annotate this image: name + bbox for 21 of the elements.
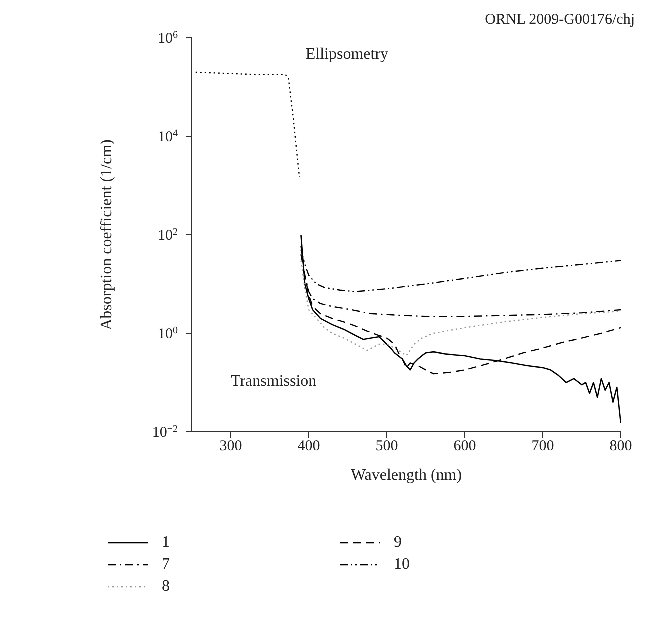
y-tick-label: 10$^{6}$ (158, 30, 178, 47)
y-tick-label: 10$^{0}$ (158, 325, 178, 342)
x-tick-label: 800 (610, 438, 632, 455)
x-tick-label: 600 (454, 438, 476, 455)
legend-label: 9 (394, 534, 402, 552)
x-tick-label: 400 (298, 438, 320, 455)
x-tick-label: 500 (376, 438, 398, 455)
y-tick-label: 10$^{4}$ (158, 128, 178, 146)
x-tick-label: 300 (220, 438, 242, 455)
legend-label: 10 (394, 556, 410, 574)
y-tick-label: 10$^{2}$ (158, 226, 178, 244)
text: ORNL 2009-G00176/chj (485, 12, 635, 29)
y-tick-label: 10$^{−2}$ (152, 424, 178, 441)
legend-label: 1 (162, 534, 170, 552)
x-tick-label: 700 (532, 438, 554, 455)
y-axis-title: Absorption coefficient (1/cm) (98, 140, 116, 330)
annotation: Ellipsometry (306, 46, 389, 64)
annotation: Transmission (231, 372, 317, 391)
x-axis-title: Wavelength (nm) (350, 467, 462, 484)
legend-label: 8 (162, 578, 170, 596)
legend-label: 7 (162, 556, 170, 574)
